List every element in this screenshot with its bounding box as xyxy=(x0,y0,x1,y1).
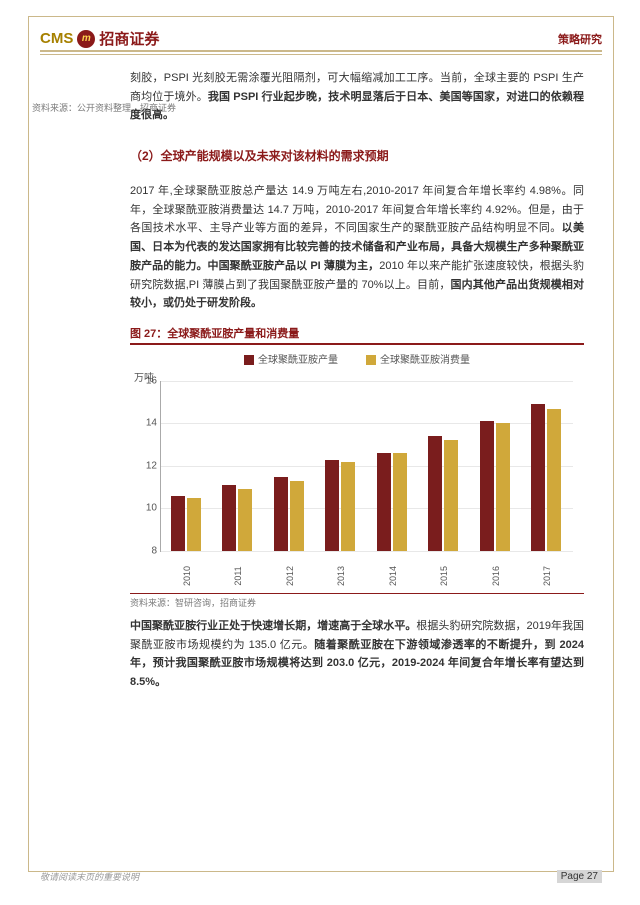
bar-consumption xyxy=(393,453,407,551)
chart-plot-area: 8101214162010201120122013201420152016201… xyxy=(160,381,573,552)
legend-label-1: 全球聚酰亚胺产量 xyxy=(258,355,338,366)
doc-category: 策略研究 xyxy=(558,31,602,47)
bar-consumption xyxy=(444,440,458,551)
bar-chart: 万吨 全球聚酰亚胺产量 全球聚酰亚胺消费量 810121416201020112… xyxy=(130,351,584,591)
logo-cn: 招商证券 xyxy=(99,28,159,49)
y-tick-label: 8 xyxy=(151,545,157,556)
y-tick-label: 12 xyxy=(146,460,157,471)
para-3-bold-a: 中国聚酰亚胺行业正处于快速增长期，增速高于全球水平。 xyxy=(130,620,416,632)
main-content: 刻胶，PSPI 光刻胶无需涂覆光阻隔剂，可大幅缩减加工工序。当前，全球主要的 P… xyxy=(130,58,584,703)
legend-swatch-2 xyxy=(366,355,376,365)
logo-badge-icon: m xyxy=(77,30,95,48)
logo-en: CMS xyxy=(40,30,73,47)
x-tick-label: 2010 xyxy=(182,566,192,586)
bar-consumption xyxy=(238,489,252,551)
x-tick-label: 2016 xyxy=(491,566,501,586)
legend-item-1: 全球聚酰亚胺产量 xyxy=(244,351,338,366)
x-tick-label: 2012 xyxy=(285,566,295,586)
y-tick-label: 14 xyxy=(146,418,157,429)
gridline xyxy=(161,551,573,552)
header-subdivider xyxy=(40,54,602,55)
y-tick-label: 10 xyxy=(146,503,157,514)
gridline xyxy=(161,466,573,467)
bar-production xyxy=(428,436,442,551)
para-3: 中国聚酰亚胺行业正处于快速增长期，增速高于全球水平。根据头豹研究院数据，2019… xyxy=(130,617,584,692)
chart-legend: 全球聚酰亚胺产量 全球聚酰亚胺消费量 xyxy=(130,351,584,366)
section-title: （2）全球产能规模以及未来对该材料的需求预期 xyxy=(130,147,584,164)
x-tick-label: 2015 xyxy=(439,566,449,586)
bar-production xyxy=(377,453,391,551)
bar-production xyxy=(480,421,494,551)
header: CMS m 招商证券 策略研究 xyxy=(40,28,602,49)
para-2: 2017 年,全球聚酰亚胺总产量达 14.9 万吨左右,2010-2017 年间… xyxy=(130,182,584,313)
logo: CMS m 招商证券 xyxy=(40,28,159,49)
footer-note: 敬请阅读末页的重要说明 xyxy=(40,870,139,883)
bar-consumption xyxy=(341,462,355,551)
footer: 敬请阅读末页的重要说明 Page 27 xyxy=(40,870,602,883)
gridline xyxy=(161,423,573,424)
figure-title: 图 27：全球聚酰亚胺产量和消费量 xyxy=(130,325,584,341)
bar-production xyxy=(274,477,288,551)
source-1: 资料来源：公开资料整理，招商证券 xyxy=(32,101,176,114)
bar-production xyxy=(325,460,339,551)
legend-label-2: 全球聚酰亚胺消费量 xyxy=(380,355,470,366)
page-number: Page 27 xyxy=(557,870,602,883)
bar-consumption xyxy=(547,409,561,551)
page-num-val: 27 xyxy=(587,871,598,882)
para-intro: 刻胶，PSPI 光刻胶无需涂覆光阻隔剂，可大幅缩减加工工序。当前，全球主要的 P… xyxy=(130,69,584,125)
y-tick-label: 16 xyxy=(146,375,157,386)
x-tick-label: 2017 xyxy=(542,566,552,586)
bar-production xyxy=(171,496,185,551)
x-tick-label: 2011 xyxy=(233,566,243,585)
legend-swatch-1 xyxy=(244,355,254,365)
bar-production xyxy=(531,404,545,551)
bar-consumption xyxy=(290,481,304,551)
bar-consumption xyxy=(496,423,510,551)
legend-item-2: 全球聚酰亚胺消费量 xyxy=(366,351,470,366)
gridline xyxy=(161,381,573,382)
figure-source: 资料来源：智研咨询，招商证券 xyxy=(130,593,584,609)
figure-divider xyxy=(130,343,584,345)
page-label: Page xyxy=(561,871,584,882)
header-divider xyxy=(40,50,602,52)
bar-consumption xyxy=(187,498,201,551)
bar-production xyxy=(222,485,236,551)
x-tick-label: 2014 xyxy=(388,566,398,586)
x-tick-label: 2013 xyxy=(336,566,346,586)
para-2-a: 2017 年,全球聚酰亚胺总产量达 14.9 万吨左右,2010-2017 年间… xyxy=(130,185,584,234)
